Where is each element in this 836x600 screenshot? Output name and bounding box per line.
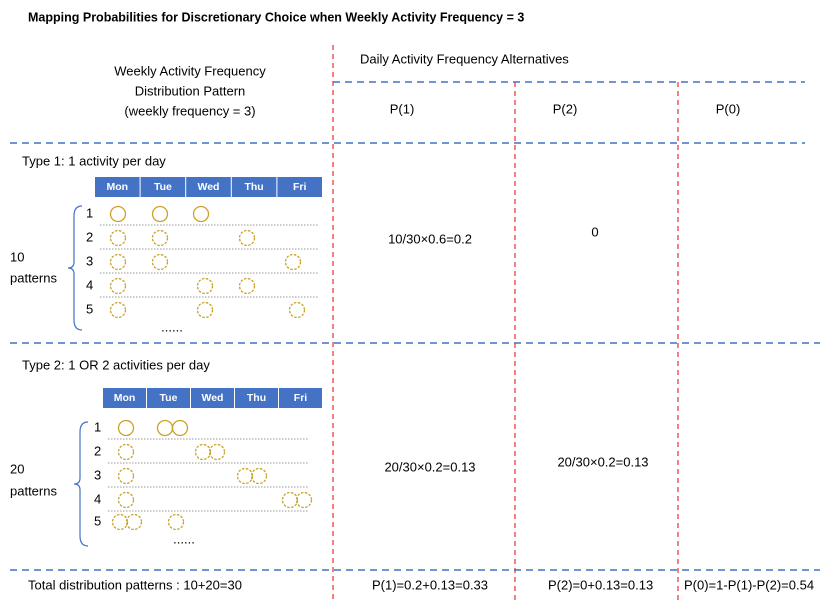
day-header [95,177,140,197]
ellipsis: ...... [173,531,195,546]
activity [250,467,268,485]
activity [281,491,299,509]
day-label: Wed [198,181,220,193]
day-label: Fri [293,181,307,193]
day-label: Wed [202,392,224,404]
activity [196,301,214,319]
pattern-count-label: patterns [10,270,57,285]
row-number: 2 [86,229,93,244]
activity [151,229,169,247]
activity [151,205,169,223]
day-header [279,388,322,408]
type-label: Type 1: 1 activity per day [22,153,166,168]
activity [156,419,174,437]
total: P(2)=0+0.13=0.13 [548,577,653,592]
activity [109,205,127,223]
activity [171,419,189,437]
activity [238,277,256,295]
row-number: 1 [94,419,101,434]
pattern-label: Weekly Activity Frequency [114,63,266,78]
brace [73,421,89,547]
pattern-count: 10 [10,249,24,264]
day-header [186,177,231,197]
total: P(0)=1-P(1)-P(2)=0.54 [684,577,814,592]
type-label: Type 2: 1 OR 2 activities per day [22,357,210,372]
row-number: 3 [94,467,101,482]
day-header [235,388,278,408]
activity [125,513,143,531]
activity [109,277,127,295]
total: Total distribution patterns : 10+20=30 [28,577,242,592]
row-number: 2 [94,443,101,458]
activity [284,253,302,271]
activity [196,277,214,295]
day-header [140,177,186,197]
row-number: 1 [86,205,93,220]
activity [117,467,135,485]
activity [117,443,135,461]
activity [192,205,210,223]
activity [238,229,256,247]
row-number: 3 [86,253,93,268]
day-header [231,177,277,197]
day-label: Tue [160,392,178,404]
activity [194,443,212,461]
day-header [191,388,234,408]
day-label: Tue [154,181,172,193]
activity [111,513,129,531]
day-header [103,388,146,408]
activity [288,301,306,319]
activity [151,253,169,271]
activity [208,443,226,461]
activity [117,419,135,437]
alternative: P(0) [716,101,741,116]
probability-cell: 20/30×0.2=0.13 [557,454,648,469]
row-number: 5 [86,301,93,316]
pattern-label: Distribution Pattern [135,83,246,98]
title: Mapping Probabilities for Discretionary … [28,10,524,24]
activity [109,253,127,271]
alternative: P(2) [553,101,578,116]
probability-cell: 20/30×0.2=0.13 [384,459,475,474]
activity [236,467,254,485]
day-label: Thu [247,392,266,404]
ellipsis: ...... [161,319,183,334]
day-label: Mon [114,392,136,404]
probability-cell: 0 [591,224,598,239]
brace [67,205,83,331]
alternative: P(1) [390,101,415,116]
pattern-count: 20 [10,461,24,476]
pattern-label: (weekly frequency = 3) [124,103,255,118]
row-number: 4 [86,277,93,292]
activity [109,229,127,247]
total: P(1)=0.2+0.13=0.33 [372,577,488,592]
day-label: Mon [107,181,129,193]
probability-cell: 10/30×0.6=0.2 [388,231,472,246]
day-header [147,388,190,408]
row-number: 4 [94,491,101,506]
activity [295,491,313,509]
day-label: Fri [294,392,308,404]
activity [167,513,185,531]
day-label: Thu [244,181,263,193]
activity [109,301,127,319]
alternatives-title: Daily Activity Frequency Alternatives [360,51,569,66]
pattern-count-label: patterns [10,483,57,498]
activity [117,491,135,509]
day-header [277,177,322,197]
row-number: 5 [94,513,101,528]
